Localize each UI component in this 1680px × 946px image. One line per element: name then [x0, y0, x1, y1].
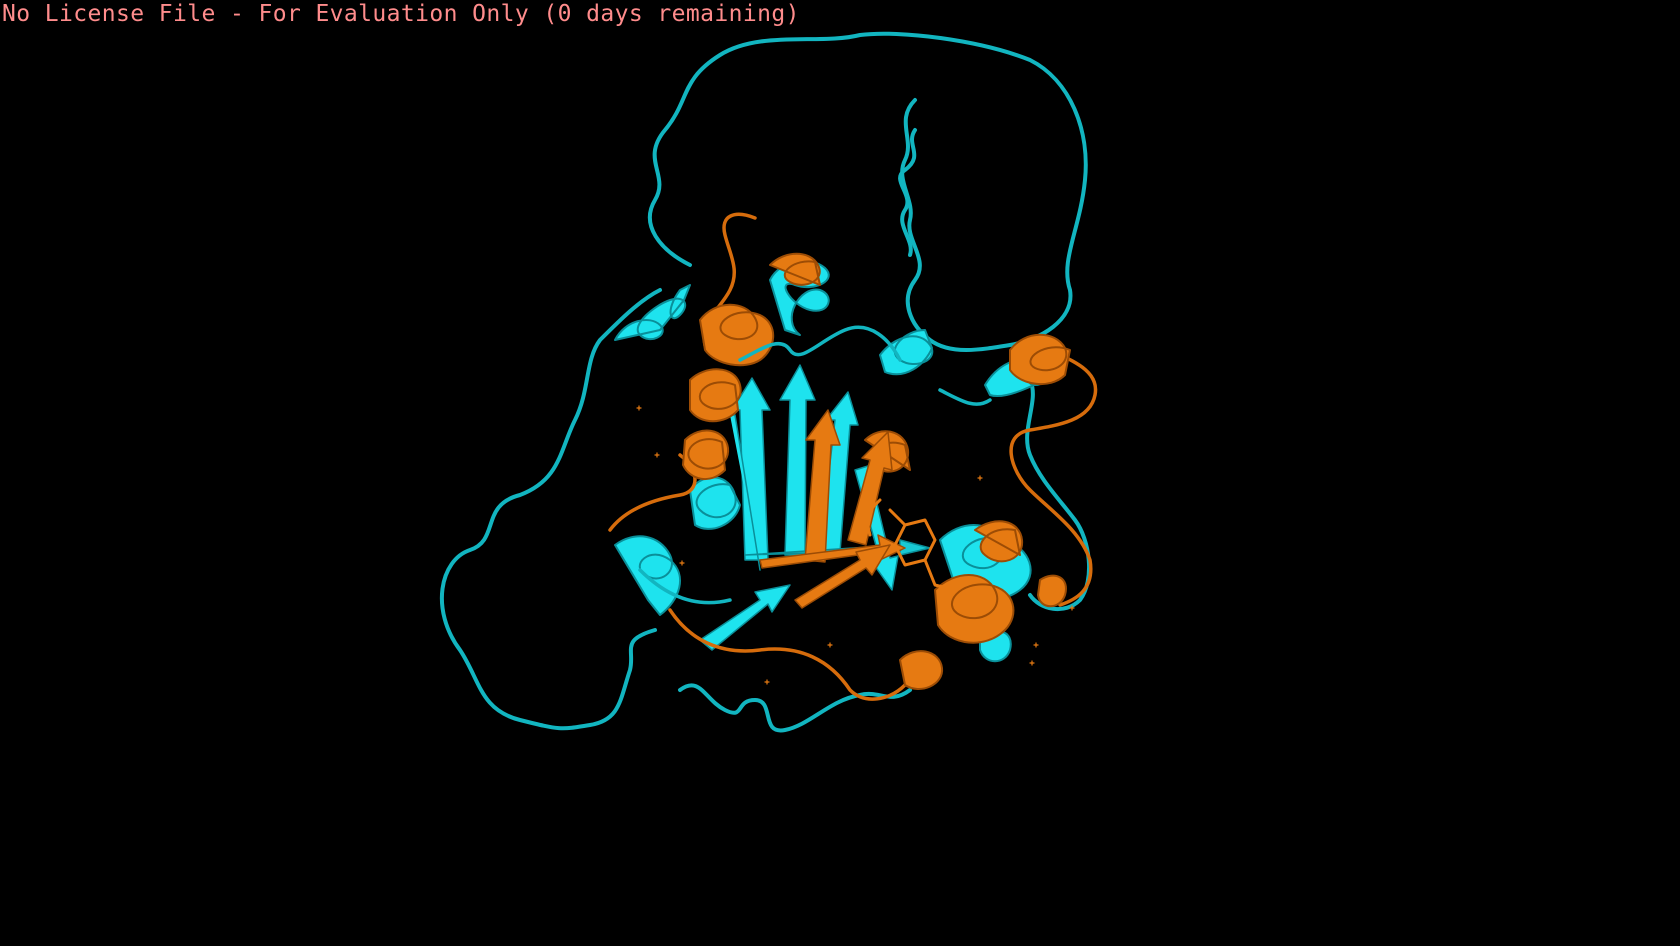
orange-coil-bottom: [668, 608, 907, 701]
orange-coil-left: [608, 453, 697, 532]
cyan-coil-bottom: [678, 683, 912, 733]
orange-helix-lower-right: [899, 520, 1067, 690]
cyan-helix-upper-right: [879, 329, 934, 376]
structure-orange[interactable]: [608, 212, 1098, 701]
cyan-helix-upper-left: [614, 284, 691, 341]
cyan-coil-top-loop: [648, 31, 1088, 352]
cyan-coil-left-loop: [439, 288, 662, 731]
cyan-overlay-strands: [638, 325, 992, 605]
orange-helix-upper-left: [682, 303, 775, 480]
water-markers: [636, 405, 1075, 685]
license-banner: No License File - For Evaluation Only (0…: [2, 1, 800, 27]
orange-helix-top: [769, 252, 821, 286]
orange-ligand-sticks: [863, 498, 957, 592]
cyan-coil-vertical-tail: [898, 128, 917, 257]
orange-helix-right: [1009, 333, 1071, 386]
cyan-helix-left-center: [689, 476, 741, 530]
orange-coil-right: [1009, 348, 1098, 607]
